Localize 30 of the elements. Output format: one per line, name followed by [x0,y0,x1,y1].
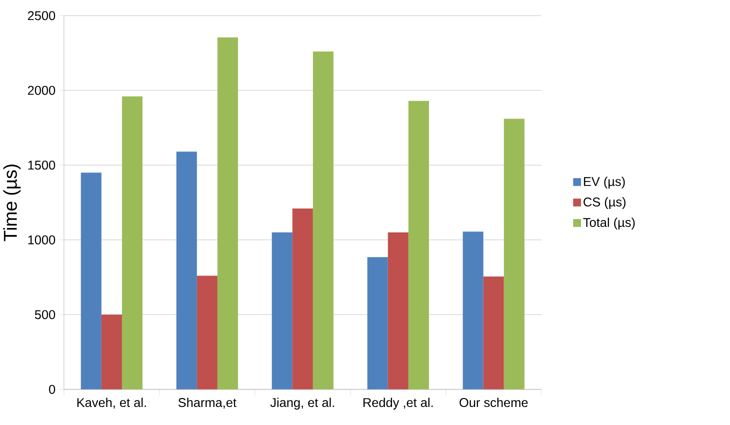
x-tick-label: Jiang, et al. [270,398,334,410]
bar [408,101,429,390]
bar [176,152,197,390]
bar [122,96,143,390]
x-tick-label: Our scheme [460,398,528,408]
bar [388,232,408,390]
legend-label: EV (µs) [584,176,625,189]
bar [462,232,484,390]
x-tick-label: Reddy ,et al. [363,398,433,410]
x-tick-label: Kaveh, et al. [77,398,146,409]
y-tick-label: 2000 [28,86,56,96]
bar [80,172,102,390]
bar [504,119,524,390]
y-tick-label: 2500 [28,11,56,20]
bar [367,257,388,390]
bar [292,208,313,390]
y-axis-title: Time (µs) [3,164,21,242]
legend-label: Total (µs) [583,218,635,230]
y-tick-label: 500 [34,310,56,320]
bar [196,276,218,390]
bar [483,276,504,390]
legend-label: CS (µs) [584,197,626,210]
x-tick-label: Sharma,et [178,398,236,409]
bar [217,38,238,390]
bar [272,232,292,390]
y-tick-label: 1500 [28,160,56,170]
bar [312,52,334,390]
y-tick-label: 1000 [28,236,56,245]
bar [101,314,122,390]
y-tick-label: 0 [49,385,56,394]
